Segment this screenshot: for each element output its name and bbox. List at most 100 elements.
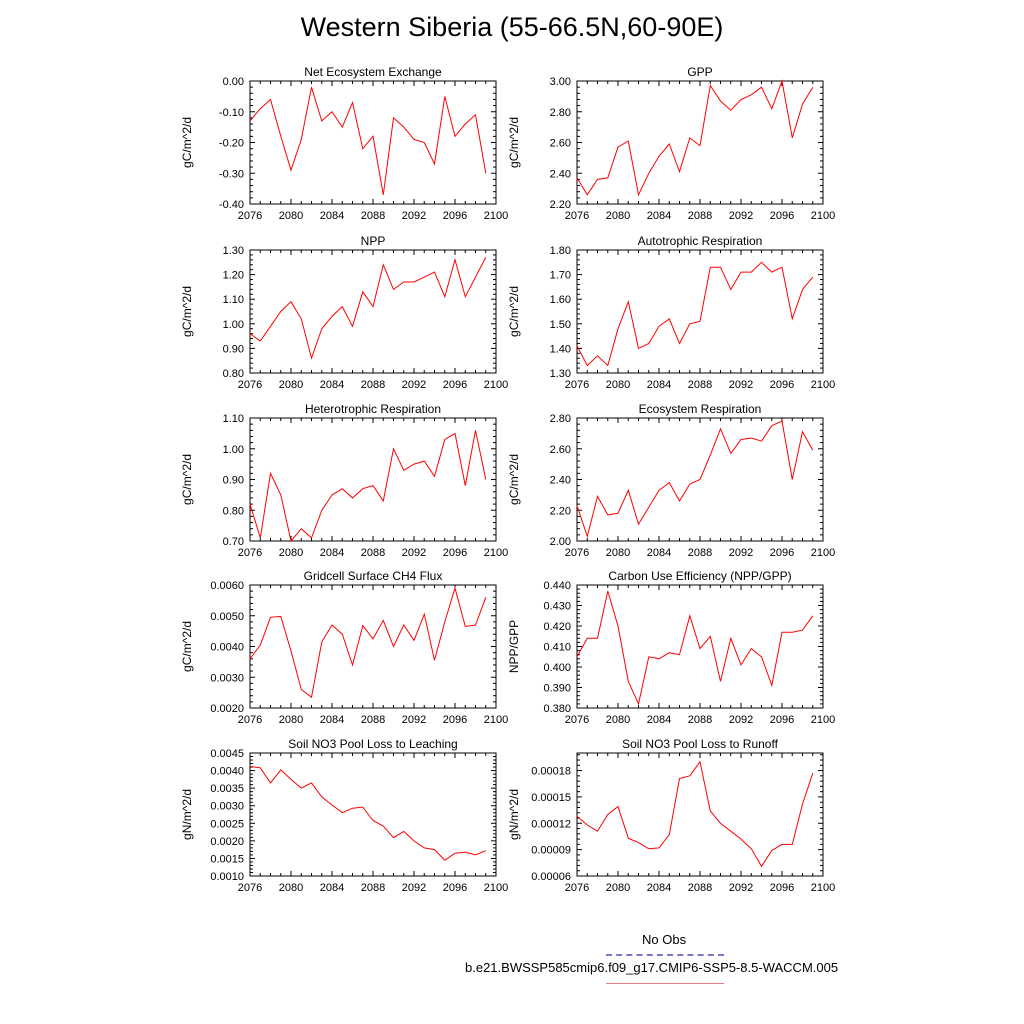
series-line (576, 420, 814, 539)
y-tick-label: 2.80 (550, 413, 571, 425)
x-tick-label: 2096 (443, 882, 467, 894)
y-tick-label: 0.440 (543, 580, 571, 592)
y-tick-label: 0.0030 (210, 672, 244, 684)
y-tick-label: 0.90 (223, 475, 244, 487)
chart-panel-9: 2076 2080 2084 2088 2092 2096 2100 0.00006 0.000… (507, 737, 835, 894)
x-tick-label: 2084 (647, 714, 671, 726)
y-axis-label: gC/m^2/d (507, 286, 521, 337)
x-tick-label: 2080 (279, 714, 303, 726)
y-tick-label: 1.20 (223, 270, 244, 282)
y-tick-label: 0.00018 (531, 766, 571, 778)
x-tick-label: 2092 (402, 379, 426, 391)
y-tick-label: 2.40 (550, 475, 571, 487)
chart-panel-4: 2076 2080 2084 2088 2092 2096 2100 0.70 0.80 0.90… (180, 402, 508, 559)
x-tick-label: 2084 (320, 882, 344, 894)
x-tick-label: 2088 (688, 882, 712, 894)
x-tick-label: 2076 (238, 882, 262, 894)
y-tick-label: 1.30 (223, 245, 244, 257)
x-tick-label: 2088 (688, 379, 712, 391)
x-tick-label: 2080 (279, 882, 303, 894)
y-tick-label: 0.00009 (531, 845, 571, 857)
x-tick-label: 2096 (443, 714, 467, 726)
chart-panel-8: 2076 2080 2084 2088 2092 2096 2100 0.0010 0.0015… (180, 737, 508, 894)
y-tick-label: 0.410 (543, 642, 571, 654)
x-tick-label: 2100 (811, 714, 835, 726)
x-tick-label: 2076 (565, 379, 589, 391)
y-tick-label: 1.40 (550, 343, 571, 355)
x-tick-label: 2076 (238, 714, 262, 726)
x-tick-label: 2100 (811, 547, 835, 559)
y-tick-label: 0.0040 (210, 766, 244, 778)
plot-frame (249, 80, 497, 205)
y-tick-label: 2.40 (550, 168, 571, 180)
y-tick-label: 0.0030 (210, 801, 244, 813)
y-axis-label: gN/m^2/d (507, 789, 521, 840)
y-tick-label: 0.0020 (210, 703, 244, 715)
y-tick-label: 0.0035 (210, 783, 244, 795)
x-tick-label: 2076 (238, 379, 262, 391)
chart-title: Autotrophic Respiration (638, 234, 763, 248)
y-tick-label: 0.0060 (210, 580, 244, 592)
y-tick-label: 0.420 (543, 621, 571, 633)
chart-panel-2: 2076 2080 2084 2088 2092 2096 2100 0.80 0.90 1.00… (180, 234, 508, 391)
y-tick-label: 2.20 (550, 199, 571, 211)
x-tick-label: 2092 (729, 714, 753, 726)
x-tick-label: 2100 (811, 210, 835, 222)
chart-title: Net Ecosystem Exchange (304, 65, 442, 79)
chart-panel-1: 2076 2080 2084 2088 2092 2096 2100 2.20 2.40 2.60… (507, 65, 835, 222)
x-tick-label: 2080 (606, 210, 630, 222)
y-tick-label: -0.20 (219, 138, 244, 150)
series-line (249, 87, 487, 195)
x-tick-label: 2100 (484, 547, 508, 559)
y-tick-label: 1.60 (550, 294, 571, 306)
y-tick-label: 0.70 (223, 536, 244, 548)
y-tick-label: 0.80 (223, 368, 244, 380)
y-tick-label: 1.10 (223, 413, 244, 425)
x-tick-label: 2084 (647, 379, 671, 391)
chart-panel-6: 2076 2080 2084 2088 2092 2096 2100 0.0020 0.0030… (180, 569, 508, 726)
chart-panel-7: 2076 2080 2084 2088 2092 2096 2100 0.380 0.390 0.… (507, 569, 835, 726)
series-line (249, 586, 487, 699)
y-tick-label: 0.400 (543, 662, 571, 674)
x-tick-label: 2084 (647, 882, 671, 894)
x-tick-label: 2100 (484, 379, 508, 391)
y-tick-label: 0.380 (543, 703, 571, 715)
y-tick-label: 0.00015 (531, 792, 571, 804)
series-line (576, 261, 814, 367)
x-tick-label: 2084 (320, 379, 344, 391)
y-tick-label: 0.0010 (210, 871, 244, 883)
y-tick-label: 1.00 (223, 319, 244, 331)
y-axis-label: gC/m^2/d (180, 621, 194, 672)
x-tick-label: 2084 (647, 547, 671, 559)
chart-panel-3: 2076 2080 2084 2088 2092 2096 2100 1.30 1.40 1.50… (507, 234, 835, 391)
x-tick-label: 2092 (729, 882, 753, 894)
y-tick-label: -0.40 (219, 199, 244, 211)
legend-label-no-obs: No Obs (642, 932, 687, 947)
x-tick-label: 2096 (770, 882, 794, 894)
plot-frame (576, 584, 824, 709)
plot-frame (576, 249, 824, 374)
y-tick-label: 0.0015 (210, 853, 244, 865)
x-tick-label: 2088 (361, 882, 385, 894)
legend-line-model-run (606, 983, 724, 984)
x-tick-label: 2084 (647, 210, 671, 222)
x-tick-label: 2080 (606, 882, 630, 894)
y-tick-label: 0.430 (543, 601, 571, 613)
y-tick-label: 0.90 (223, 343, 244, 355)
series-line (249, 257, 487, 360)
y-tick-label: 1.70 (550, 270, 571, 282)
x-tick-label: 2088 (361, 379, 385, 391)
y-tick-label: 1.30 (550, 368, 571, 380)
x-tick-label: 2096 (443, 210, 467, 222)
y-axis-label: gC/m^2/d (507, 117, 521, 168)
x-tick-label: 2092 (729, 547, 753, 559)
x-tick-label: 2096 (770, 547, 794, 559)
chart-title: Soil NO3 Pool Loss to Leaching (288, 737, 457, 751)
x-tick-label: 2076 (565, 210, 589, 222)
series-line (249, 765, 486, 861)
y-tick-label: 0.390 (543, 683, 571, 695)
x-tick-label: 2088 (361, 210, 385, 222)
x-tick-label: 2100 (484, 210, 508, 222)
x-tick-label: 2084 (320, 714, 344, 726)
chart-title: GPP (687, 65, 712, 79)
